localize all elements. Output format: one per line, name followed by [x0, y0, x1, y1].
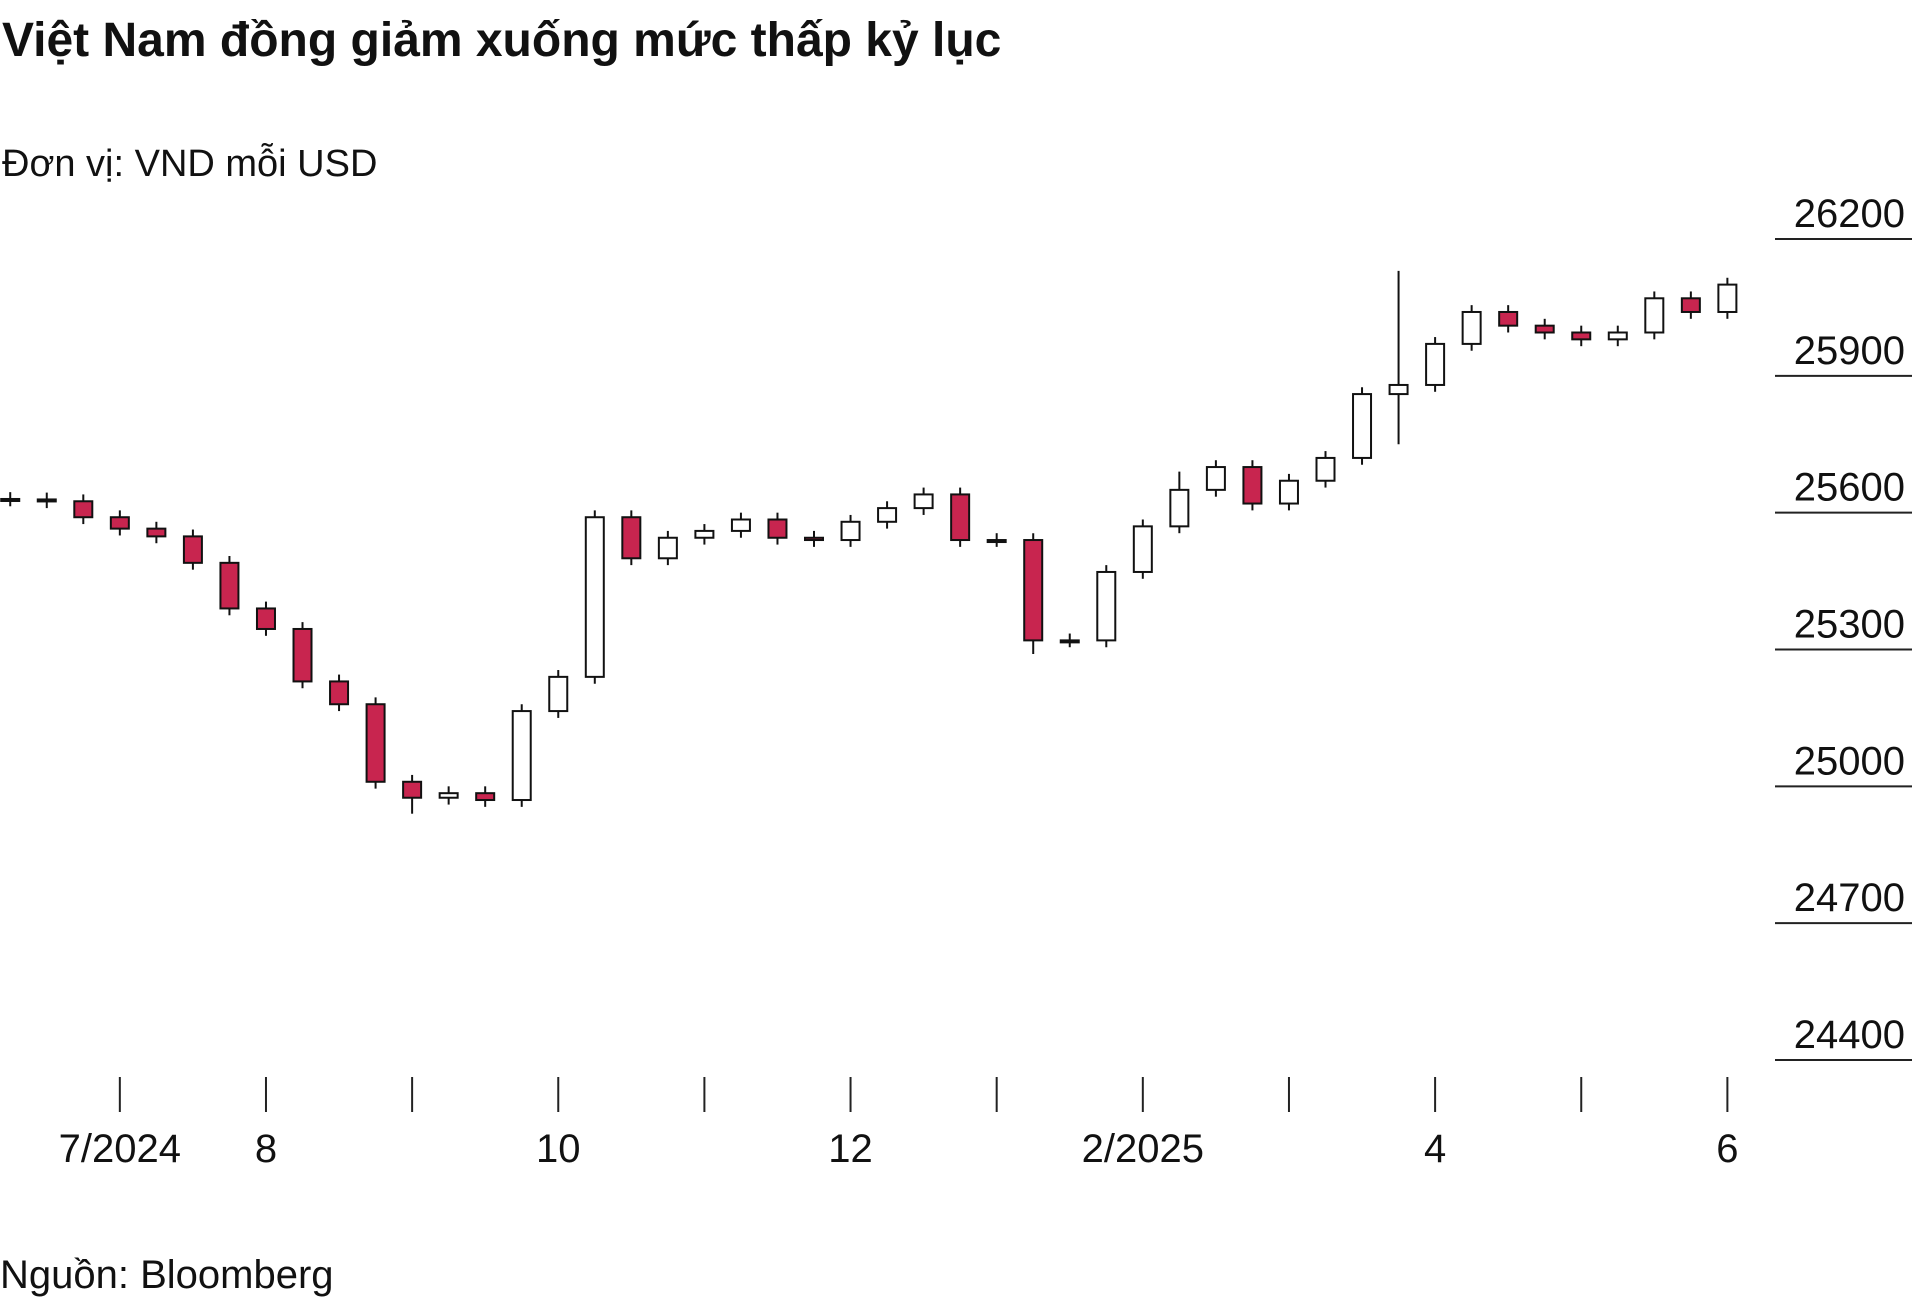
candle-body	[986, 539, 1007, 544]
y-tick-label: 25000	[1794, 739, 1905, 783]
candle-body	[1242, 466, 1263, 505]
y-tick-label: 25600	[1794, 466, 1905, 510]
candle-body	[219, 561, 240, 610]
candle-body	[1461, 310, 1482, 345]
candle-body	[584, 516, 605, 678]
candle-body	[1644, 297, 1665, 334]
candle-body	[767, 518, 788, 539]
candle-body	[804, 536, 825, 542]
candle-body	[365, 703, 386, 783]
x-tick-label: 10	[536, 1127, 581, 1171]
candle-body	[1717, 283, 1738, 313]
candle-body	[657, 536, 678, 560]
x-tick-label: 4	[1424, 1127, 1446, 1171]
candle-body	[255, 607, 276, 630]
candle-body	[0, 497, 21, 502]
candle-body	[146, 527, 167, 538]
candle-body	[292, 627, 313, 683]
candle-body	[1169, 488, 1190, 528]
candle-body	[621, 516, 642, 560]
candle-body	[182, 535, 203, 564]
y-tick-label: 24400	[1794, 1013, 1905, 1057]
candle-body	[1352, 393, 1373, 459]
candle-body	[1425, 342, 1446, 386]
source: Nguồn: Bloomberg	[0, 1253, 334, 1297]
candle-body	[1205, 466, 1226, 491]
y-tick-label: 24700	[1794, 876, 1905, 920]
candle-body	[1315, 456, 1336, 482]
candle-body	[438, 792, 459, 799]
candle-body	[1059, 639, 1080, 644]
y-tick-label: 25300	[1794, 603, 1905, 647]
candle-body	[1680, 297, 1701, 313]
candle-body	[73, 500, 94, 519]
candle-body	[109, 516, 130, 530]
candle-body	[1023, 539, 1044, 642]
chart-subtitle: Đơn vị: VND mỗi USD	[2, 142, 377, 185]
y-tick-label: 26200	[1794, 192, 1905, 236]
candle-body	[694, 529, 715, 539]
candle-body	[730, 518, 751, 532]
candle-body	[329, 680, 350, 706]
candle-body	[1498, 310, 1519, 327]
candle-body	[1388, 383, 1409, 396]
x-tick-label: 7/2024	[59, 1127, 181, 1171]
candle-body	[840, 520, 861, 542]
x-tick-label: 6	[1716, 1127, 1738, 1171]
y-tick-label: 25900	[1794, 329, 1905, 373]
candle-body	[36, 498, 57, 503]
candle-body	[950, 493, 971, 542]
candle-body	[1132, 525, 1153, 573]
candle-body	[1278, 479, 1299, 505]
candle-body	[1571, 331, 1592, 341]
candle-body	[511, 710, 532, 802]
x-tick-label: 12	[828, 1127, 873, 1171]
candle-body	[913, 493, 934, 510]
candle-body	[1096, 570, 1117, 642]
candle-body	[402, 780, 423, 799]
candle-body	[1534, 324, 1555, 334]
candle-body	[475, 792, 496, 802]
candle-body	[548, 675, 569, 713]
candle-body	[877, 507, 898, 523]
chart-title: Việt Nam đồng giảm xuống mức thấp kỷ lục	[2, 14, 1001, 67]
x-tick-label: 2/2025	[1082, 1127, 1204, 1171]
x-tick-label: 8	[255, 1127, 277, 1171]
candle-body	[1607, 331, 1628, 341]
